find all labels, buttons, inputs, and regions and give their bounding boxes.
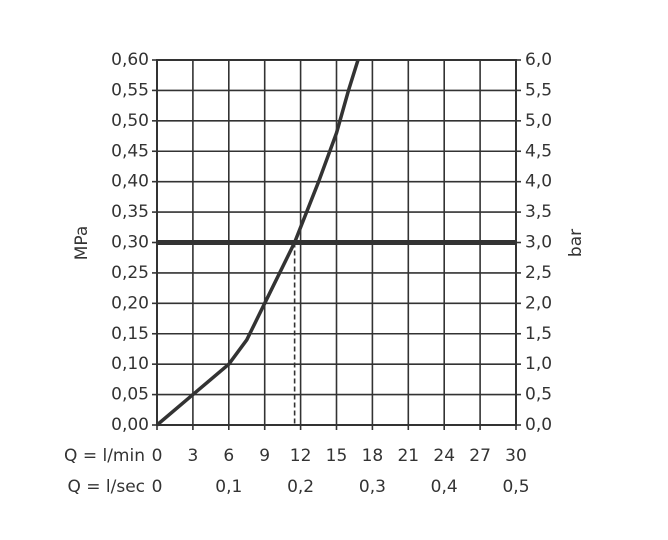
y2-tick-label: 6,0 <box>525 50 552 70</box>
y2-tick-label: 5,0 <box>525 111 552 131</box>
y2-tick-label: 4,0 <box>525 172 552 192</box>
x-axis-label: Q = l/min <box>64 446 145 466</box>
y2-tick-label: 3,5 <box>525 202 552 222</box>
y-tick-label: 0,05 <box>111 385 149 405</box>
y2-tick-label: 1,5 <box>525 324 552 344</box>
y-tick-label: 0,20 <box>111 293 149 313</box>
y2-tick-label: 0,5 <box>525 385 552 405</box>
y-tick-label: 0,40 <box>111 172 149 192</box>
y-tick-label: 0,10 <box>111 354 149 374</box>
y-tick-label: 0,50 <box>111 111 149 131</box>
x-tick-label: 6 <box>223 446 234 466</box>
y-tick-label: 0,30 <box>111 233 149 253</box>
x-tick-label: 15 <box>326 446 348 466</box>
y-tick-label: 0,15 <box>111 324 149 344</box>
x2-tick-label: 0,5 <box>502 477 529 497</box>
y2-tick-label: 2,5 <box>525 263 552 283</box>
x-tick-label: 9 <box>259 446 270 466</box>
x-tick-label: 18 <box>362 446 384 466</box>
x-tick-label: 27 <box>469 446 491 466</box>
x2-axis-label: Q = l/sec <box>67 477 145 497</box>
y-tick-label: 0,45 <box>111 141 149 161</box>
x-tick-label: 21 <box>397 446 419 466</box>
y2-axis-label: bar <box>566 229 586 257</box>
y2-tick-label: 3,0 <box>525 233 552 253</box>
x2-tick-label: 0,1 <box>215 477 242 497</box>
x-tick-label: 12 <box>290 446 312 466</box>
y-tick-label: 0,25 <box>111 263 149 283</box>
y-tick-label: 0,60 <box>111 50 149 70</box>
y2-tick-label: 2,0 <box>525 293 552 313</box>
y-tick-label: 0,55 <box>111 80 149 100</box>
y2-tick-label: 4,5 <box>525 141 552 161</box>
x2-tick-label: 0,2 <box>287 477 314 497</box>
y-tick-label: 0,00 <box>111 415 149 435</box>
y2-tick-label: 0,0 <box>525 415 552 435</box>
y-tick-label: 0,35 <box>111 202 149 222</box>
x-tick-label: 0 <box>152 446 163 466</box>
x-tick-label: 3 <box>187 446 198 466</box>
x-tick-label: 24 <box>433 446 455 466</box>
x2-tick-label: 0 <box>152 477 163 497</box>
x-tick-label: 30 <box>505 446 527 466</box>
x2-tick-label: 0,4 <box>431 477 458 497</box>
y2-tick-label: 5,5 <box>525 80 552 100</box>
curve <box>155 59 360 427</box>
x2-tick-label: 0,3 <box>359 477 386 497</box>
y-axis-label: MPa <box>72 226 92 261</box>
y2-tick-label: 1,0 <box>525 354 552 374</box>
